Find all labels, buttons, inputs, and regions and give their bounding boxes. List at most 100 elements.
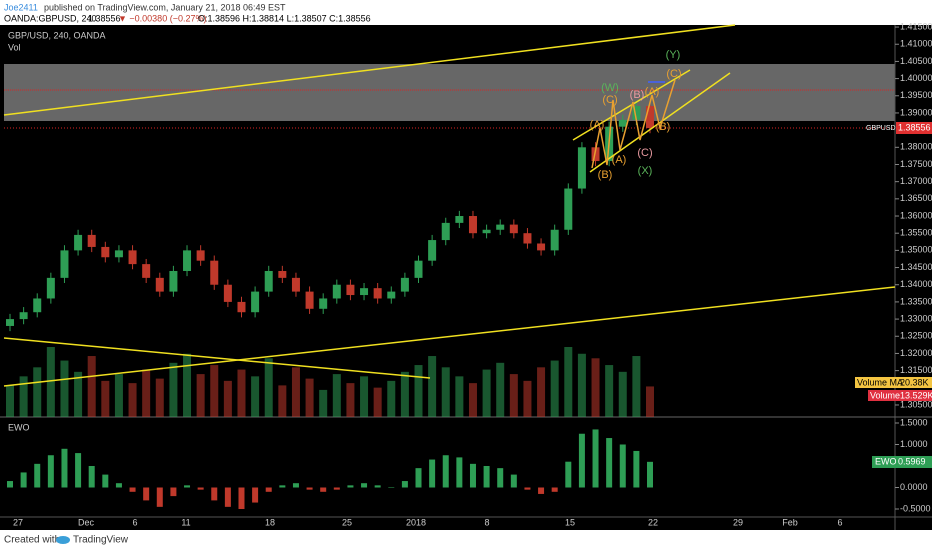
ewo-tick-label: 1.0000 bbox=[900, 439, 928, 449]
candle-body bbox=[60, 250, 69, 278]
ewo-bar bbox=[143, 487, 150, 501]
ewo-bar bbox=[170, 487, 177, 497]
wave-label: (C) bbox=[602, 94, 617, 106]
ewo-bar bbox=[7, 481, 13, 488]
author[interactable]: Joe2411 bbox=[4, 2, 38, 12]
x-tick-label: 11 bbox=[181, 517, 190, 527]
y-tick-label: 1.41500 bbox=[900, 21, 932, 31]
ewo-bar bbox=[61, 448, 68, 488]
candle-body bbox=[169, 270, 178, 292]
candle-body bbox=[291, 277, 300, 292]
footer-brand[interactable]: TradingView bbox=[73, 535, 129, 546]
ewo-bar bbox=[88, 465, 95, 488]
ewo-bar bbox=[619, 444, 626, 488]
volume-bar bbox=[360, 376, 369, 417]
x-tick-label: 8 bbox=[484, 517, 489, 527]
ewo-bar bbox=[456, 457, 463, 488]
symbol: OANDA:GBPUSD, 240 bbox=[4, 13, 97, 23]
candle-body bbox=[6, 319, 14, 326]
ewo-bar bbox=[265, 487, 272, 492]
y-tick-label: 1.34500 bbox=[900, 262, 932, 272]
wave-label: (C) bbox=[637, 147, 652, 159]
candle-body bbox=[509, 224, 518, 234]
ewo-bar bbox=[238, 487, 245, 510]
footer-bg bbox=[0, 530, 932, 550]
change: ▼ −0.00380 (−0.27%) bbox=[118, 13, 206, 23]
candle-body bbox=[428, 240, 437, 261]
candle-body bbox=[591, 147, 600, 162]
ewo-bar bbox=[497, 468, 504, 488]
ewo-label-bg bbox=[872, 456, 932, 468]
ewo-bar bbox=[442, 455, 449, 488]
candle-body bbox=[264, 270, 273, 292]
ewo-bar bbox=[469, 463, 476, 488]
ewo-bar bbox=[538, 487, 545, 494]
volume-bar bbox=[550, 360, 559, 417]
volume-bar bbox=[60, 360, 69, 417]
footer-created: Created with bbox=[4, 535, 60, 546]
y-tick-label: 1.34000 bbox=[900, 279, 932, 289]
y-tick-label: 1.41000 bbox=[900, 39, 932, 49]
y-tick-label: 1.39000 bbox=[900, 107, 932, 117]
ewo-bar bbox=[551, 487, 558, 492]
ewo-bar bbox=[647, 461, 653, 488]
volume-bar bbox=[87, 356, 96, 417]
candle-body bbox=[387, 291, 396, 299]
trendline bbox=[3, 24, 736, 116]
ewo-tick-label: -0.5000 bbox=[900, 503, 931, 513]
volume-bar bbox=[155, 378, 164, 417]
x-tick-label: Dec bbox=[78, 517, 95, 527]
wave-label: (B) bbox=[656, 121, 671, 133]
ewo-bar bbox=[578, 433, 585, 488]
y-tick-label: 1.39500 bbox=[900, 90, 932, 100]
candle-body bbox=[155, 277, 164, 292]
chart-title: GBP/USD, 240, OANDA bbox=[8, 30, 106, 40]
x-tick-label: 6 bbox=[132, 517, 137, 527]
wave-label: (Y) bbox=[666, 49, 681, 61]
ewo-bar bbox=[102, 474, 109, 488]
y-tick-label: 1.33500 bbox=[900, 296, 932, 306]
ewo-tick-label: 1.5000 bbox=[900, 417, 928, 427]
volume-bar bbox=[264, 358, 273, 417]
volume-bar bbox=[237, 369, 246, 417]
y-tick-label: 1.35000 bbox=[900, 245, 932, 255]
volume-bar bbox=[455, 376, 464, 417]
ewo-bar bbox=[211, 487, 218, 501]
wave-label: (W) bbox=[601, 82, 619, 94]
wave-label: (A) bbox=[645, 86, 660, 98]
candle-body bbox=[237, 301, 246, 313]
ewo-bar bbox=[510, 474, 517, 488]
ewo-bar bbox=[320, 487, 327, 492]
candle-body bbox=[468, 216, 477, 234]
y-tick-label: 1.36000 bbox=[900, 210, 932, 220]
ewo-bar bbox=[47, 455, 54, 488]
volume-bar bbox=[441, 367, 450, 417]
ewo-bar bbox=[34, 463, 41, 488]
price-label-bg bbox=[896, 122, 932, 134]
candle-body bbox=[87, 234, 96, 247]
volume-bar bbox=[428, 356, 437, 417]
volume-bar bbox=[577, 353, 586, 417]
volume-name: Volume bbox=[870, 390, 900, 400]
y-tick-label: 1.32000 bbox=[900, 348, 932, 358]
volume-bar bbox=[618, 371, 627, 417]
candle-body bbox=[414, 260, 423, 278]
wave-label: (C) bbox=[666, 68, 681, 80]
y-tick-label: 1.38000 bbox=[900, 142, 932, 152]
volume-bar bbox=[223, 380, 232, 417]
candle-body bbox=[183, 250, 192, 271]
volume-ma-name: Volume MA bbox=[857, 377, 903, 387]
candle-body bbox=[128, 250, 137, 265]
volume-bar bbox=[523, 380, 532, 417]
candle-body bbox=[455, 216, 464, 223]
candle-body bbox=[33, 298, 42, 313]
ewo-bar bbox=[129, 487, 136, 492]
candle-body bbox=[251, 291, 260, 313]
volume-ma-bg bbox=[855, 377, 932, 388]
volume-bar bbox=[496, 362, 505, 417]
zone bbox=[4, 64, 895, 121]
volume-bar bbox=[332, 374, 341, 417]
volume-bar bbox=[46, 347, 55, 417]
candle-body bbox=[346, 284, 355, 296]
volume-bar bbox=[319, 389, 328, 417]
